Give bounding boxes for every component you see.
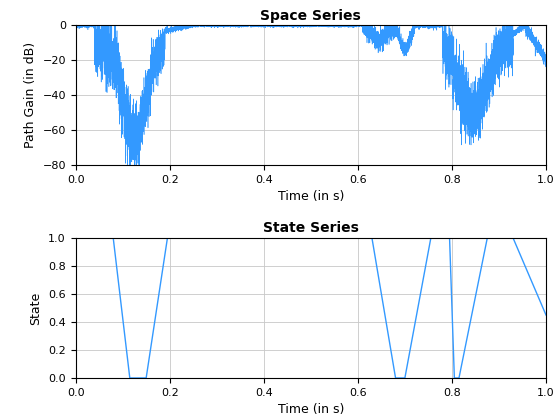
X-axis label: Time (in s): Time (in s) <box>278 191 344 203</box>
Y-axis label: State: State <box>30 291 43 325</box>
X-axis label: Time (in s): Time (in s) <box>278 403 344 416</box>
Title: State Series: State Series <box>263 221 359 236</box>
Title: Space Series: Space Series <box>260 9 361 23</box>
Y-axis label: Path Gain (in dB): Path Gain (in dB) <box>24 42 37 148</box>
